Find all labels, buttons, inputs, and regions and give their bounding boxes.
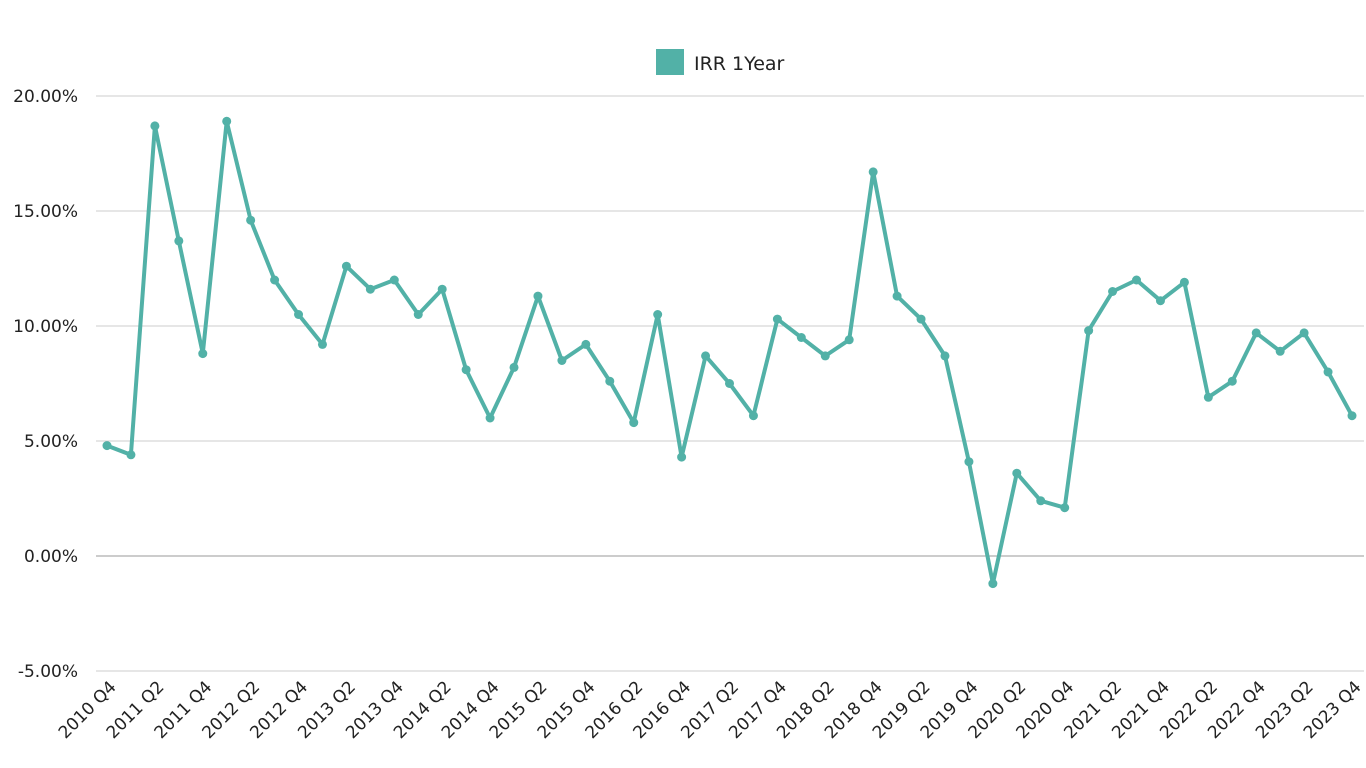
data-point (126, 450, 136, 460)
y-tick-label: 0.00% (24, 547, 78, 567)
data-point (605, 376, 615, 386)
data-point (820, 351, 830, 361)
y-tick-label: -5.00% (18, 662, 78, 682)
data-point (1323, 367, 1333, 377)
data-point (748, 411, 758, 421)
data-point (341, 261, 351, 271)
data-point (413, 310, 423, 319)
data-point (1084, 326, 1094, 336)
y-tick-label: 5.00% (24, 432, 78, 452)
data-point (725, 379, 734, 388)
y-axis-tick-labels: 20.00% 15.00% 10.00% 5.00% 0.00% -5.00% (13, 87, 78, 682)
data-point (389, 275, 399, 285)
data-point (629, 418, 639, 428)
data-point (557, 356, 567, 365)
data-point (1251, 328, 1261, 338)
y-tick-label: 20.00% (13, 87, 78, 107)
data-point (653, 310, 663, 319)
y-tick-label: 15.00% (13, 202, 78, 222)
data-point (1060, 503, 1070, 513)
data-point (533, 291, 543, 301)
y-tick-label: 10.00% (13, 317, 78, 337)
data-point (365, 284, 375, 294)
data-point (1203, 392, 1213, 402)
data-point (772, 314, 782, 324)
data-point (581, 339, 591, 349)
data-point (964, 457, 974, 467)
data-point (1108, 287, 1118, 296)
data-point (509, 362, 519, 372)
data-point (461, 365, 471, 375)
data-point (222, 116, 232, 126)
data-point (868, 167, 878, 177)
data-point (1012, 468, 1022, 478)
data-point (246, 215, 256, 225)
series-line (105, 119, 1354, 586)
data-point (1179, 277, 1189, 287)
data-point (892, 291, 902, 301)
data-point (701, 351, 711, 361)
legend-swatch (656, 49, 684, 75)
data-point (1299, 328, 1309, 338)
data-point (294, 310, 304, 319)
data-point (796, 333, 806, 342)
data-point (317, 339, 327, 349)
legend-label: IRR 1Year (694, 53, 785, 75)
data-point (270, 275, 280, 285)
data-point (150, 121, 160, 131)
data-point (988, 579, 998, 589)
data-point (1036, 496, 1046, 506)
data-point (174, 236, 184, 246)
data-point (916, 314, 926, 324)
legend: IRR 1Year (656, 49, 785, 75)
data-point (102, 441, 112, 451)
data-point (1347, 411, 1357, 421)
data-point (1155, 296, 1165, 306)
data-point (198, 349, 208, 359)
data-point (437, 284, 447, 294)
data-point (844, 335, 854, 345)
data-point (485, 413, 495, 423)
data-point (1275, 346, 1285, 356)
data-point (1227, 376, 1237, 386)
data-point (940, 351, 950, 361)
data-point (677, 452, 687, 462)
series-irr-1year (102, 116, 1357, 589)
data-point (1132, 275, 1142, 285)
